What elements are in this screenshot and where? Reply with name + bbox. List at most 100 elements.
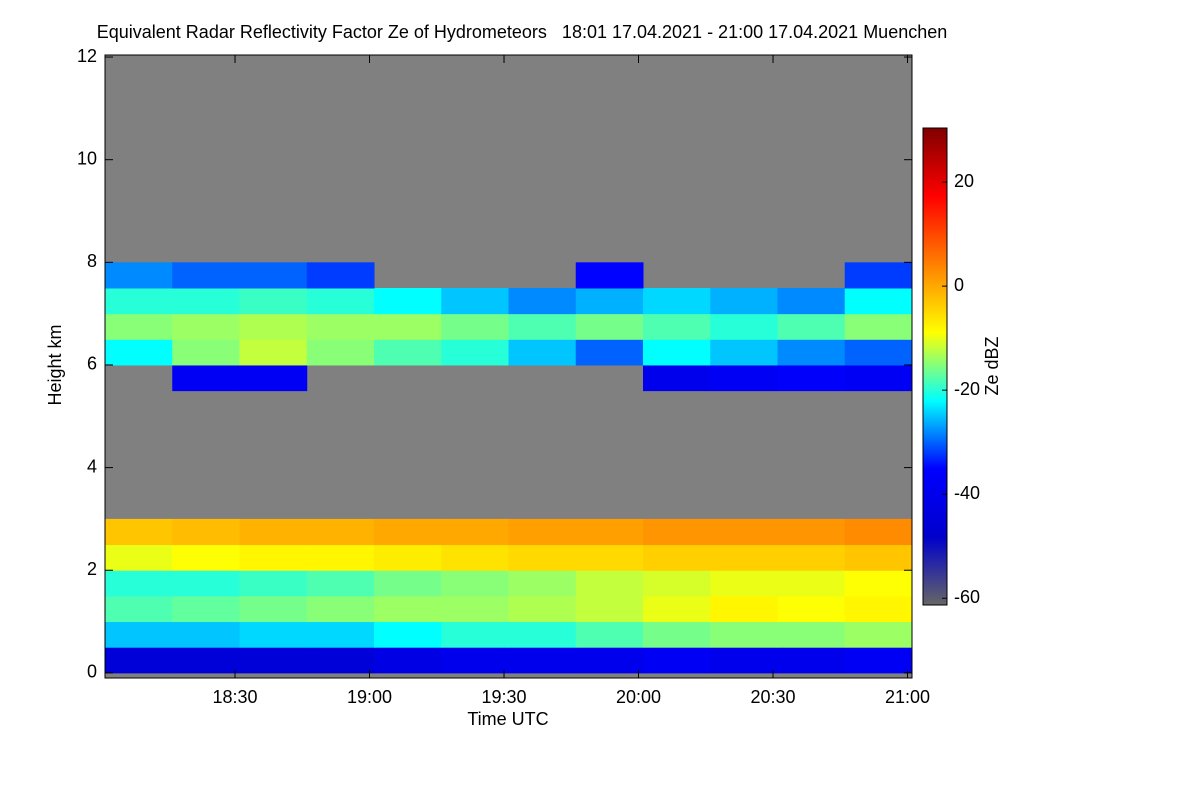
heatmap-cell [441,518,509,546]
x-axis-label: Time UTC [467,709,548,729]
heatmap-cell [441,621,509,648]
heatmap-cell [575,544,644,571]
heatmap-cell [105,339,173,366]
heatmap-cell [710,339,778,366]
heatmap-cell [239,544,308,571]
heatmap-cell [508,544,577,571]
heatmap-cell [374,544,442,571]
heatmap-cell [508,313,577,340]
heatmap-cell [239,595,308,623]
heatmap-cell [172,544,240,571]
heatmap-cell [105,313,173,340]
heatmap-cell [508,595,577,623]
heatmap-cell [374,339,442,366]
heatmap-cell [105,518,173,546]
heatmap-cell [710,570,778,597]
colorbar-tick-label: 0 [954,275,964,295]
heatmap-cell [575,595,644,623]
heatmap-cell [575,647,644,674]
heatmap-cell [844,262,913,289]
heatmap-cell [575,287,644,315]
heatmap-cell [172,595,240,623]
heatmap-cell [710,287,778,315]
heatmap-cell [441,544,509,571]
heatmap-cell [508,518,577,546]
heatmap-cell [306,313,375,340]
heatmap-cell [172,313,240,340]
x-tick-label: 21:00 [885,687,930,707]
heatmap-cell [777,287,846,315]
heatmap-cell [105,647,173,674]
heatmap-cell [777,570,846,597]
heatmap-cell [105,287,173,315]
colorbar-tick-label: -20 [954,379,980,399]
heatmap-cell [777,313,846,340]
heatmap-cell [777,595,846,623]
heatmap-cell [306,570,375,597]
heatmap-cell [441,287,509,315]
heatmap-cell [239,621,308,648]
heatmap-cell [777,339,846,366]
heatmap-cell [374,621,442,648]
heatmap-cell [508,287,577,315]
heatmap-cell [575,262,644,289]
heatmap-cell [105,570,173,597]
heatmap-cell [172,621,240,648]
heatmap-cell [374,313,442,340]
heatmap-cell [306,544,375,571]
heatmap-cell [643,647,711,674]
heatmap-cell [306,621,375,648]
y-axis-label: Height km [45,324,65,405]
heatmap-cell [105,595,173,623]
heatmap-cell [172,287,240,315]
y-tick-label: 0 [87,662,97,682]
heatmap-cell [643,339,711,366]
heatmap-cell [306,595,375,623]
heatmap-cell [508,570,577,597]
heatmap-cell [844,544,913,571]
x-tick-label: 18:30 [212,687,257,707]
heatmap-cell [172,570,240,597]
heatmap-cell [643,313,711,340]
chart-title: Equivalent Radar Reflectivity Factor Ze … [97,22,948,42]
y-tick-label: 12 [77,46,97,66]
heatmap-cell [643,544,711,571]
heatmap-cell [575,339,644,366]
heatmap-cell [643,595,711,623]
heatmap-cell [844,595,913,623]
heatmap-cell [575,570,644,597]
heatmap-cell [306,287,375,315]
heatmap-cell [239,262,308,289]
heatmap-cell [172,262,240,289]
heatmap-cell [508,621,577,648]
y-tick-label: 10 [77,148,97,168]
heatmap-cell [239,339,308,366]
heatmap-cell [777,518,846,546]
heatmap-cell [239,570,308,597]
heatmap-cell [105,544,173,571]
x-tick-label: 19:00 [347,687,392,707]
heatmap-cell [172,647,240,674]
heatmap-cell [844,570,913,597]
heatmap-cell [844,313,913,340]
y-tick-label: 4 [87,456,97,476]
y-tick-label: 2 [87,559,97,579]
heatmap-cell [643,518,711,546]
heatmap-cell [844,287,913,315]
x-tick-label: 20:30 [750,687,795,707]
heatmap-cell [777,544,846,571]
heatmap-cell [508,339,577,366]
heatmap-cell [710,518,778,546]
heatmap-cell [844,364,913,392]
heatmap-cell [374,570,442,597]
heatmap-cell [105,262,173,289]
x-tick-label: 20:00 [616,687,661,707]
heatmap-cell [374,518,442,546]
heatmap-cell [643,364,711,392]
colorbar-tick-label: 20 [954,171,974,191]
heatmap-cell [710,647,778,674]
heatmap-cell [777,647,846,674]
heatmap-cell [844,621,913,648]
heatmap-cell [306,262,375,289]
